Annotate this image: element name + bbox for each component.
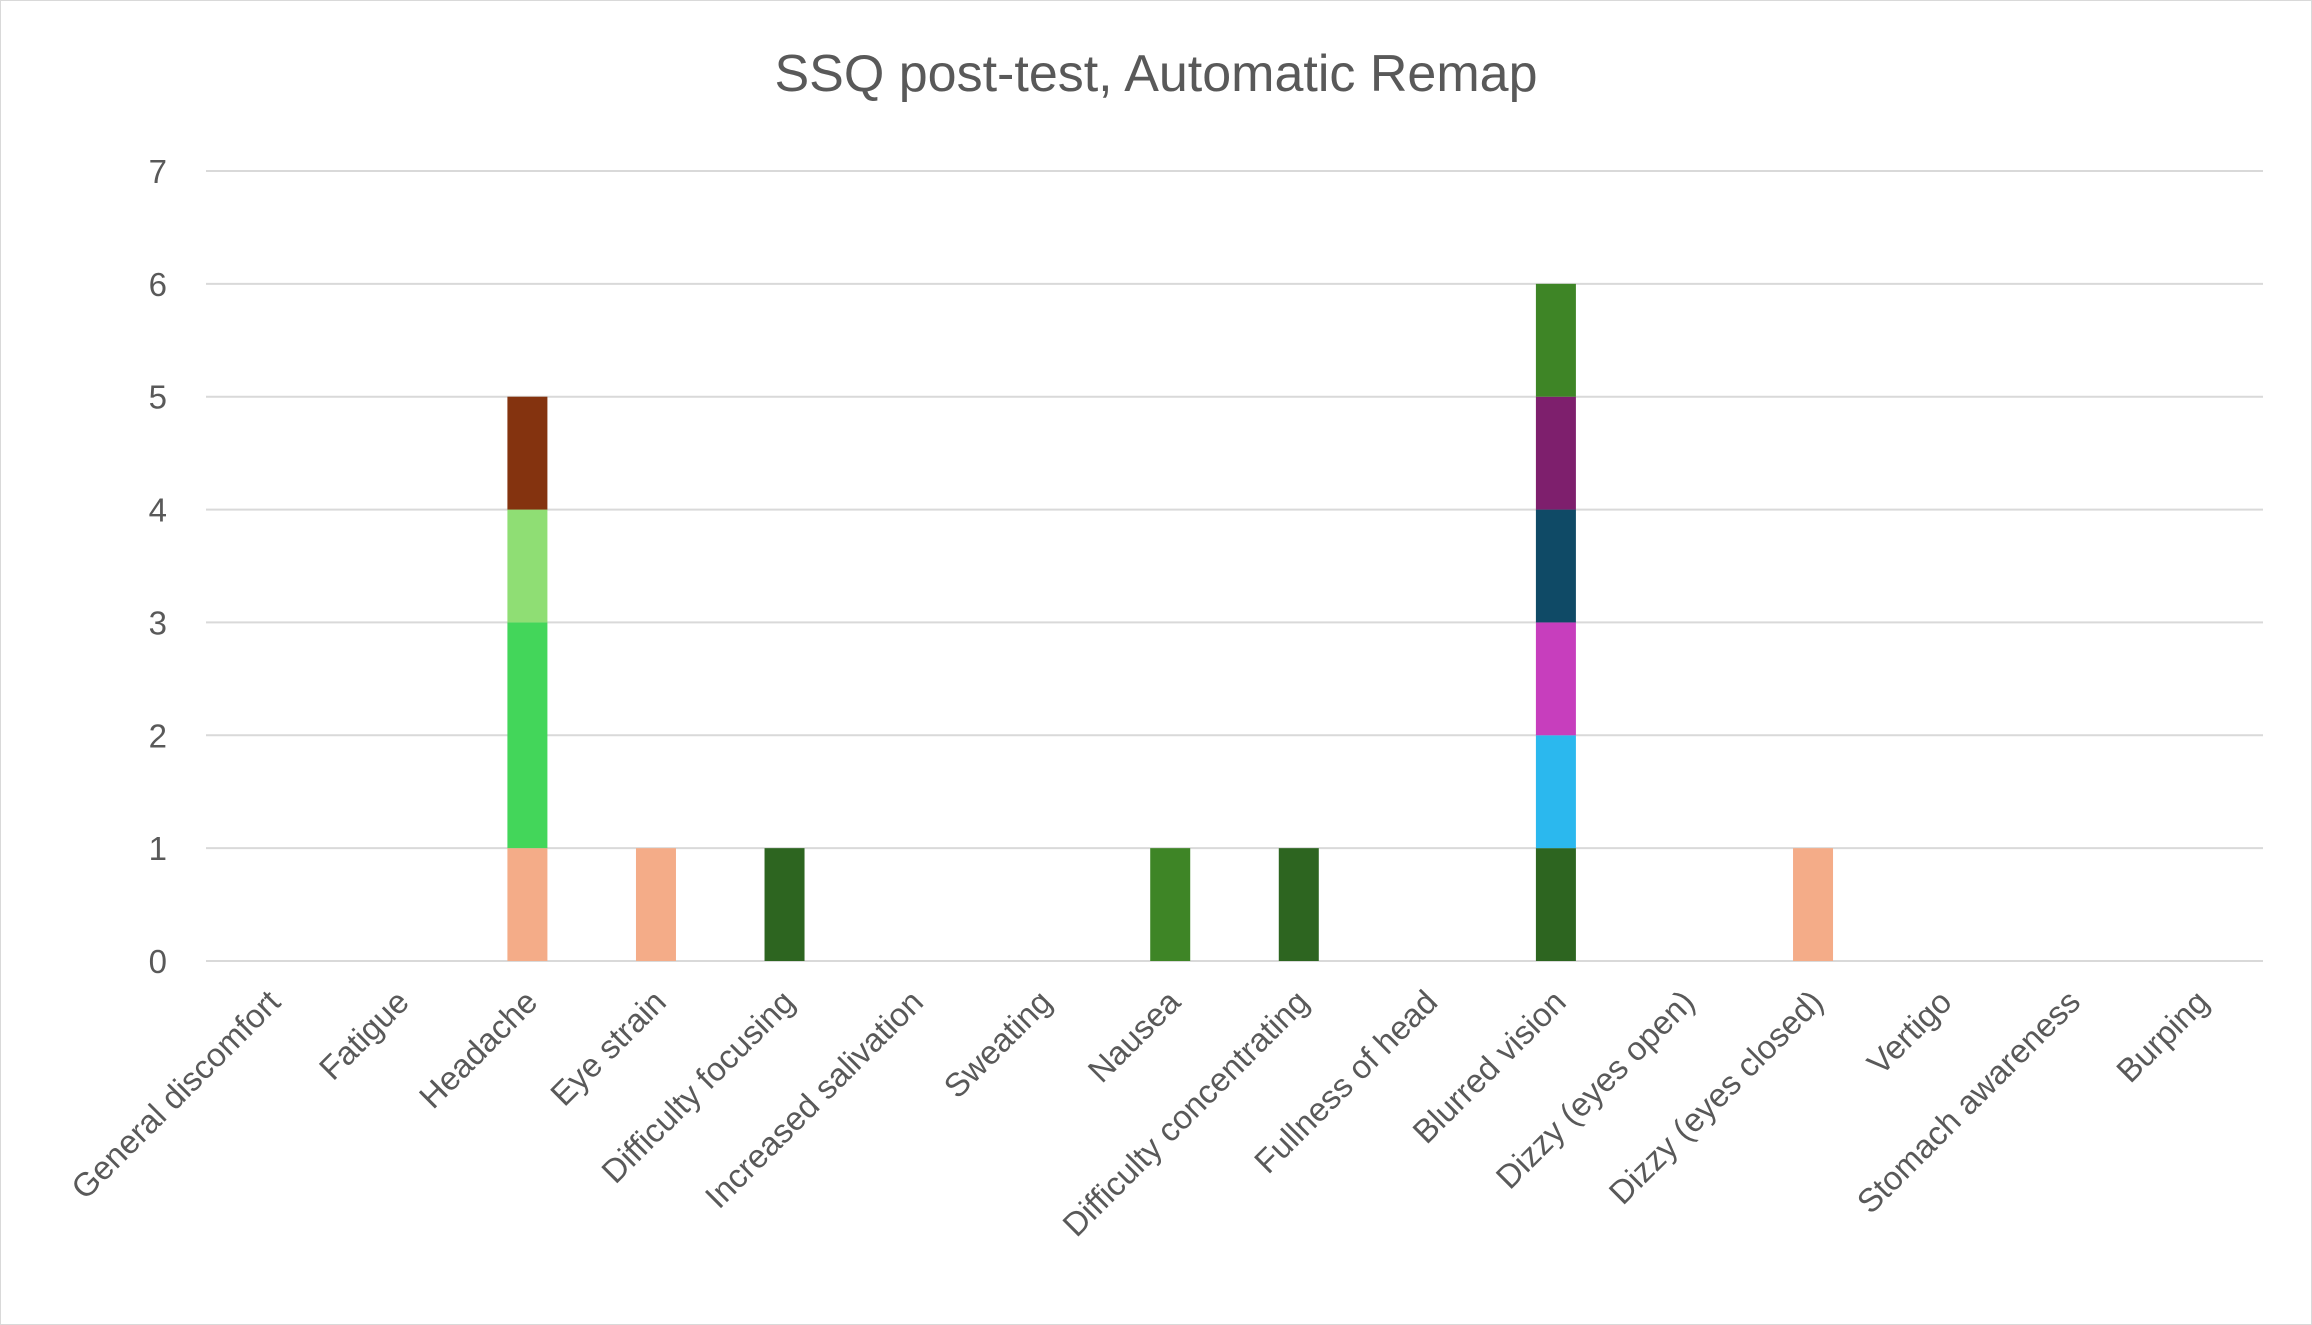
x-tick-label: Vertigo — [1860, 983, 1959, 1082]
x-tick-label: Stomach awareness — [1850, 983, 2088, 1221]
bar-segment — [1535, 509, 1576, 623]
x-tick-label: Burping — [2109, 983, 2216, 1090]
bar-segment — [1535, 283, 1576, 397]
bar-segment — [1535, 622, 1576, 736]
bar-segment — [507, 509, 548, 623]
x-tick-label: Dizzy (eyes closed) — [1602, 983, 1830, 1211]
bar-segment — [1793, 848, 1834, 961]
x-tick-label: Nausea — [1081, 982, 1188, 1089]
y-tick-label: 1 — [149, 830, 167, 867]
x-tick-label: Sweating — [936, 983, 1058, 1105]
bar-segment — [1535, 735, 1576, 849]
x-tick-label: General discomfort — [64, 983, 287, 1206]
bars — [507, 283, 1834, 961]
x-tick-label: Increased salivation — [698, 983, 930, 1215]
y-tick-label: 6 — [149, 266, 167, 303]
bar-segment — [1535, 396, 1576, 510]
y-tick-label: 7 — [149, 153, 167, 190]
x-tick-label: Difficulty concentrating — [1055, 983, 1315, 1243]
y-tick-label: 5 — [149, 379, 167, 416]
y-tick-label: 0 — [149, 943, 167, 980]
bar-segment — [764, 848, 805, 961]
chart-title: SSQ post-test, Automatic Remap — [775, 45, 1538, 103]
bar-segment — [507, 848, 548, 961]
x-tick-label: Eye strain — [543, 983, 673, 1113]
x-tick-label: Fatigue — [312, 983, 416, 1087]
bar-segment — [635, 848, 676, 961]
y-tick-label: 2 — [149, 717, 167, 754]
bar-segment — [507, 396, 548, 510]
bar-segment — [1535, 848, 1576, 961]
y-axis-ticks: 0 1 2 3 4 5 6 7 — [149, 153, 167, 980]
y-tick-label: 3 — [149, 604, 167, 641]
bar-segment — [1278, 848, 1319, 961]
x-tick-label: Headache — [412, 983, 545, 1116]
y-tick-label: 4 — [149, 492, 167, 529]
bar-segment — [507, 622, 548, 849]
bar-segment — [1150, 848, 1191, 961]
gridlines — [206, 170, 2263, 962]
